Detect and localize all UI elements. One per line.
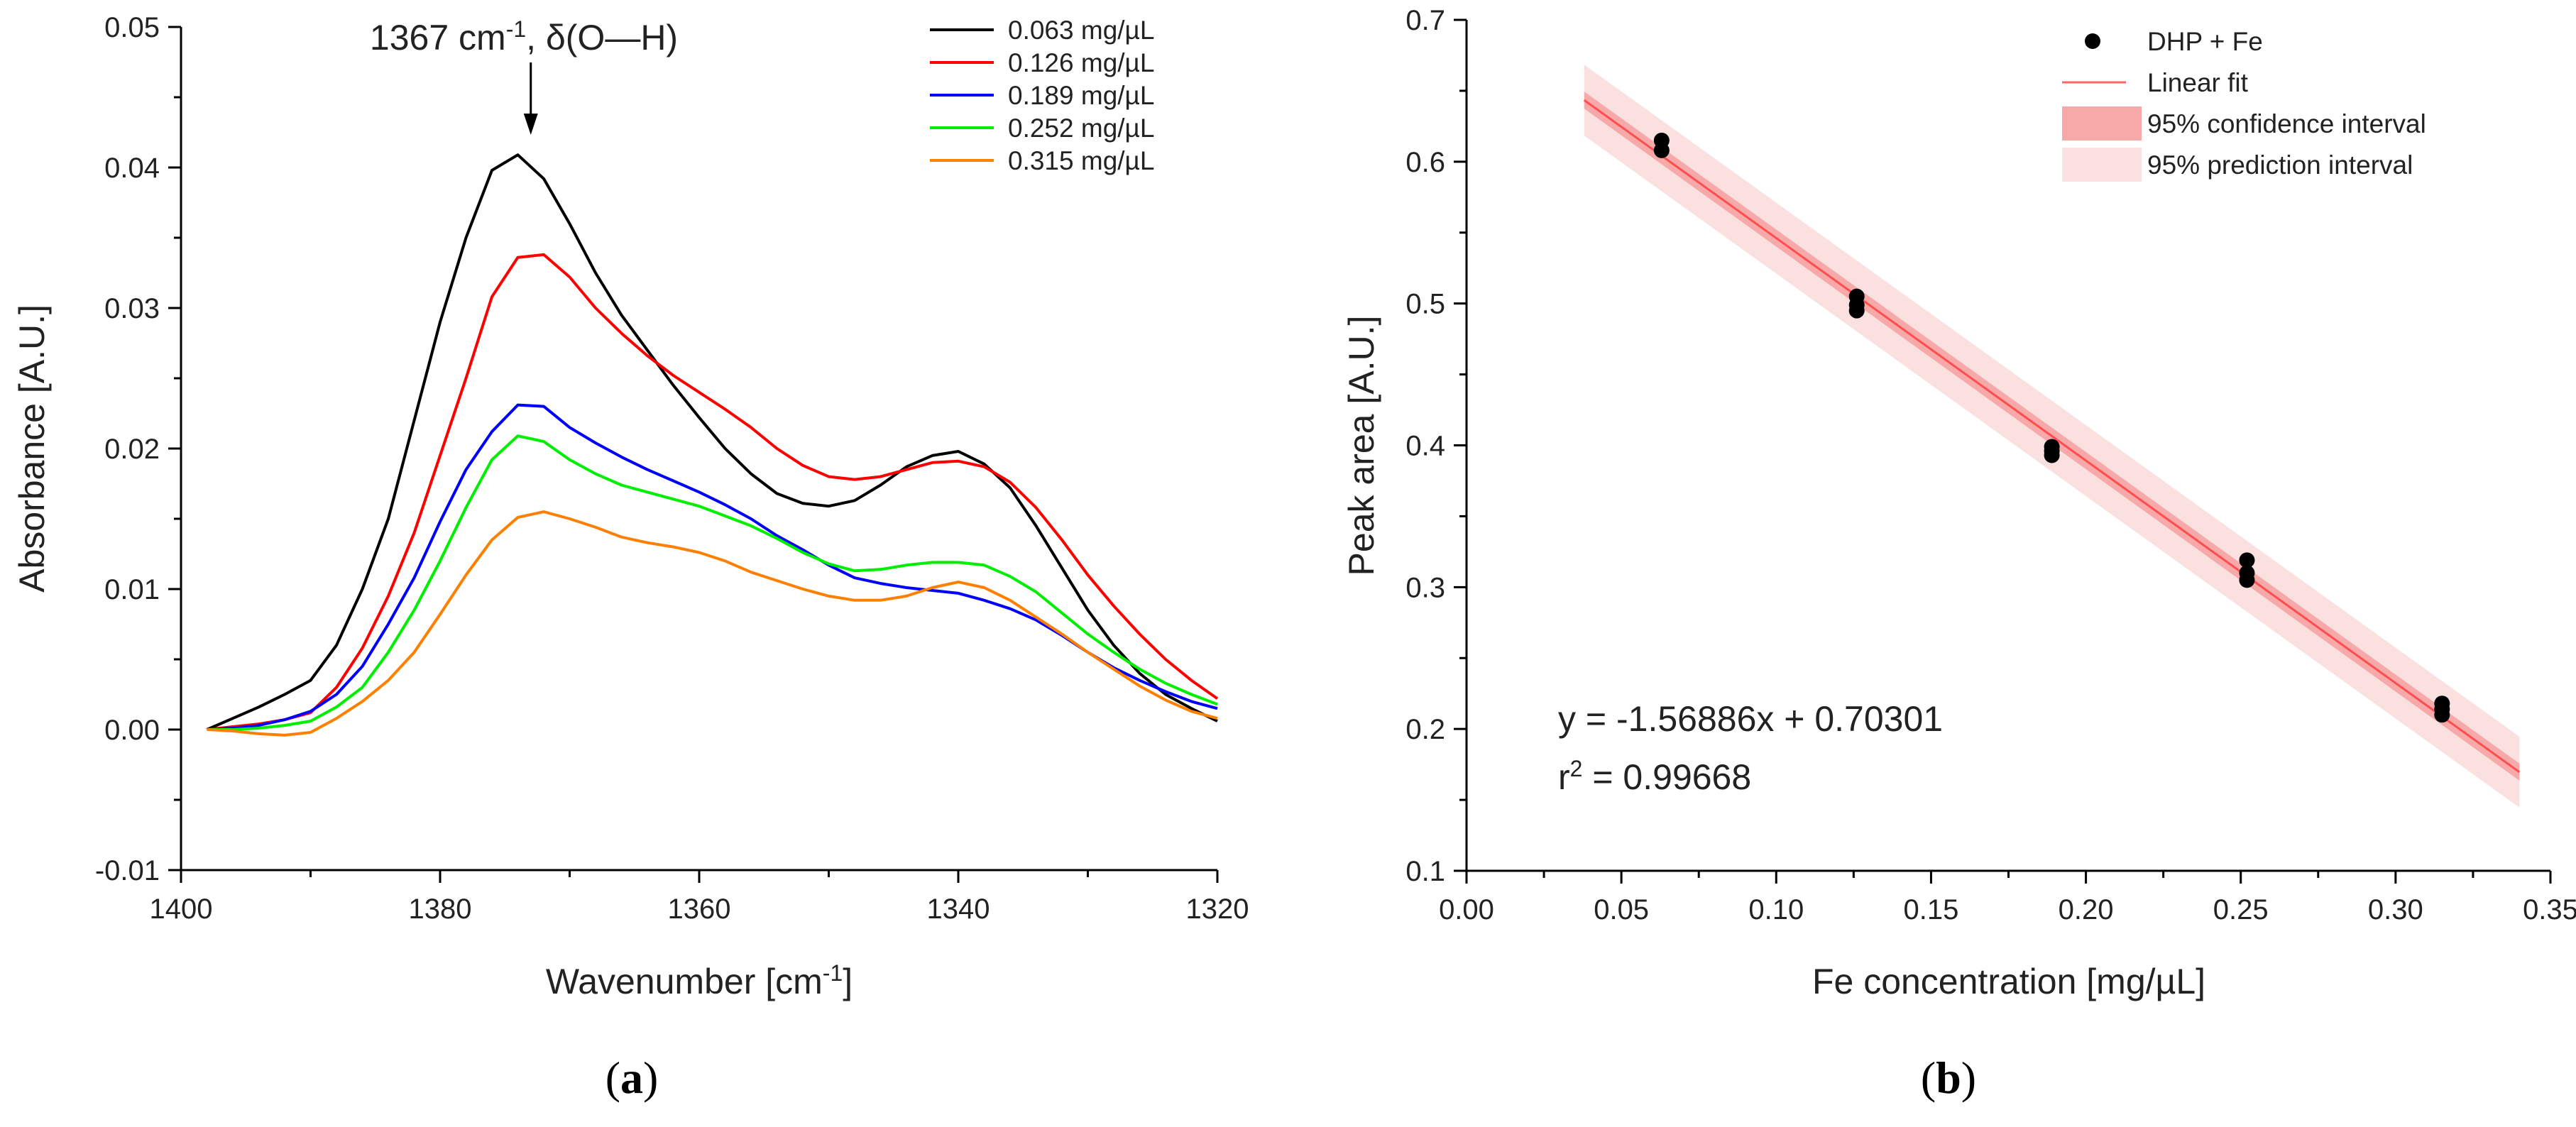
annotation-sup: -1 xyxy=(506,16,526,42)
panel-b-r-squared: r2 = 0.99668 xyxy=(1558,756,1751,797)
panel-b-legend-label-1: DHP + Fe xyxy=(2147,27,2263,56)
panel-a-x-tick-label: 1380 xyxy=(409,894,472,925)
panel-b-y-tick-label: 0.5 xyxy=(1405,289,1445,320)
panel-b-legend-label-3: 95% confidence interval xyxy=(2147,109,2426,138)
panel-b-x-tick-label: 0.10 xyxy=(1748,894,1804,925)
panel-b-legend-label-4: 95% prediction interval xyxy=(2147,150,2413,180)
panel-b-y-tick-label: 0.3 xyxy=(1405,572,1445,603)
r2-value: = 0.99668 xyxy=(1582,757,1751,797)
panel-a-legend-label-5: 0.315 mg/µL xyxy=(1008,146,1154,175)
panel-a-y-ticks: -0.01 0.00 0.01 0.02 0.03 0.04 0.05 xyxy=(95,12,181,886)
panel-b-chart: 0.00 0.05 0.10 0.15 0.20 0.25 0.30 0.35 0.10.20… xyxy=(1342,5,2576,1103)
panel-b-legend-swatch-box-2 xyxy=(2062,106,2142,141)
panel-b-y-tick-label: 0.2 xyxy=(1405,714,1445,745)
panel-b-data-point-2 xyxy=(1653,142,1670,158)
panel-a-series-group xyxy=(206,153,1219,737)
panel-a-series-line-2 xyxy=(207,253,1219,731)
panel-b-y-tick-label: 0.4 xyxy=(1405,431,1445,462)
panel-b-legend-label-2: Linear fit xyxy=(2147,68,2249,97)
panel-a-y-tick-label: 0.00 xyxy=(104,715,160,746)
annotation-text-before: 1367 cm xyxy=(370,18,506,57)
panel-a-series-line-5 xyxy=(207,510,1218,737)
panel-a-y-tick-label: 0.03 xyxy=(104,293,160,324)
panel-a-y-tick-label: 0.05 xyxy=(104,12,160,43)
panel-b-x-tick-label: 0.25 xyxy=(2213,894,2269,925)
panel-b-data-point-9 xyxy=(2239,552,2255,568)
panel-b-x-ticks: 0.00 0.05 0.10 0.15 0.20 0.25 0.30 0.35 xyxy=(1439,871,2576,925)
panel-b-data-point-8 xyxy=(2044,447,2060,463)
panel-b-x-tick-label: 0.20 xyxy=(2059,894,2114,925)
panel-b-y-axis-title: Peak area [A.U.] xyxy=(1342,316,1381,576)
panel-b-x-tick-label: 0.15 xyxy=(1903,894,1958,925)
panel-a-chart: 1400 1380 1360 1340 1320 -0.01 0.00 0.01 0.02 0.… xyxy=(12,12,1249,1103)
panel-b-x-tick-label: 0.00 xyxy=(1439,894,1494,925)
panel-a-series-line-1 xyxy=(206,153,1218,731)
r2-sup: 2 xyxy=(1570,756,1583,781)
panel-a-x-ticks: 1400 1380 1360 1340 1320 xyxy=(150,870,1249,925)
panel-b-legend: DHP + Fe Linear fit 95% confidence interva… xyxy=(2062,27,2426,182)
x-title-main: Wavenumber [cm xyxy=(546,962,823,1001)
panel-a-y-tick-label: 0.01 xyxy=(104,574,160,605)
panel-b-x-tick-label: 0.30 xyxy=(2368,894,2423,925)
panel-a-legend-label-3: 0.189 mg/µL xyxy=(1008,81,1154,110)
panel-b-y-tick-label: 0.1 xyxy=(1405,856,1445,887)
x-title-sup: -1 xyxy=(823,960,843,986)
panel-a-x-tick-label: 1340 xyxy=(927,894,990,925)
panel-b-data-points xyxy=(1653,132,2450,723)
panel-a-y-axis-title: Absorbance [A.U.] xyxy=(12,304,52,593)
panel-a-series-line-4 xyxy=(207,434,1218,731)
panel-b-linear-fit-line xyxy=(1583,99,2521,774)
panel-a-legend-label-4: 0.252 mg/µL xyxy=(1008,114,1154,143)
panel-a-peak-annotation: 1367 cm-1, δ(O—H) xyxy=(370,16,678,57)
panel-b-x-tick-label: 0.05 xyxy=(1594,894,1649,925)
panel-a-letter: a xyxy=(620,1052,643,1103)
panel-a-y-tick-label: 0.04 xyxy=(104,153,160,184)
panel-b-letter: b xyxy=(1936,1052,1961,1103)
panel-b-data-point-14 xyxy=(2434,707,2450,723)
panel-a-label: (a) xyxy=(605,1052,659,1103)
panel-b-fit-equation: y = -1.56886x + 0.70301 xyxy=(1558,699,1943,739)
panel-a-series-line-3 xyxy=(207,403,1218,731)
panel-a-legend: 0.063 mg/µL 0.126 mg/µL 0.189 mg/µL 0.252 m… xyxy=(930,16,1154,175)
r2-prefix: r xyxy=(1558,757,1570,797)
panel-b-legend-swatch-marker xyxy=(2085,33,2100,49)
panel-b-x-tick-label: 0.35 xyxy=(2523,894,2576,925)
panel-a-y-tick-label: 0.02 xyxy=(104,434,160,465)
panel-b-data-point-5 xyxy=(1848,302,1865,319)
panel-a-x-tick-label: 1320 xyxy=(1186,894,1249,925)
panel-a-y-tick-label: -0.01 xyxy=(95,855,160,886)
panel-a-x-axis-title: Wavenumber [cm-1] xyxy=(546,960,853,1001)
panel-a-legend-label-2: 0.126 mg/µL xyxy=(1008,48,1154,77)
panel-b-legend-swatch-box-3 xyxy=(2062,148,2142,182)
x-title-end: ] xyxy=(843,962,853,1001)
panel-b-data-point-11 xyxy=(2239,572,2255,588)
panel-a-annotation-arrowhead xyxy=(523,114,538,135)
annotation-text-after: , δ(O—H) xyxy=(526,18,678,57)
panel-a-x-tick-label: 1400 xyxy=(150,894,213,925)
panel-b-label: (b) xyxy=(1921,1052,1976,1103)
panel-b-y-ticks: 0.1 0.2 0.3 0.4 0.5 0.6 0.7 xyxy=(1405,5,1467,887)
panel-b-y-tick-label: 0.7 xyxy=(1405,5,1445,36)
panel-b-x-axis-title: Fe concentration [mg/µL] xyxy=(1812,962,2205,1001)
panel-a-x-tick-label: 1360 xyxy=(668,894,731,925)
panel-b-y-tick-label: 0.6 xyxy=(1405,147,1445,178)
panel-a-legend-label-1: 0.063 mg/µL xyxy=(1008,16,1154,45)
